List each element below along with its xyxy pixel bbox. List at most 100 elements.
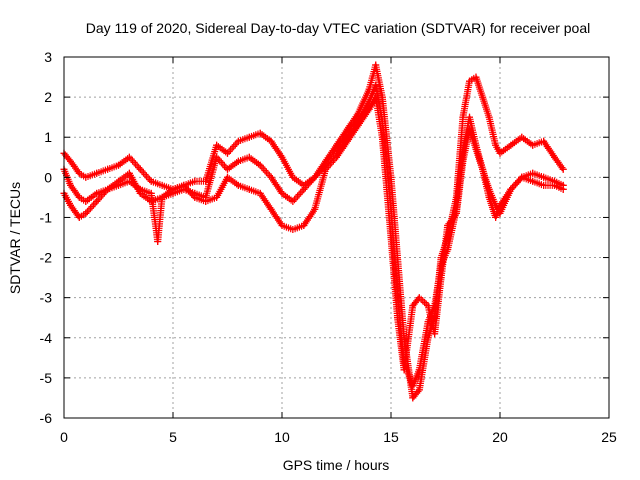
data-point: [278, 153, 286, 161]
data-point: [289, 173, 297, 181]
y-tick-label: 2: [44, 89, 52, 105]
data-point: [136, 185, 144, 193]
data-point: [202, 197, 210, 205]
data-point: [424, 302, 432, 310]
data-point: [540, 181, 548, 189]
data-point: [154, 238, 162, 245]
data-point: [158, 181, 166, 189]
data-point: [202, 177, 210, 185]
data-point: [415, 386, 423, 394]
data-point: [93, 169, 101, 177]
data-point: [431, 330, 439, 338]
data-point: [311, 173, 319, 181]
data-point: [378, 93, 386, 101]
data-point: [256, 161, 264, 169]
data-point: [224, 149, 231, 157]
data-point: [466, 113, 473, 121]
x-axis-label: GPS time / hours: [283, 457, 390, 473]
data-point: [507, 185, 515, 193]
y-tick-label: -5: [40, 370, 53, 386]
data-point: [245, 153, 253, 161]
data-point: [559, 185, 567, 193]
data-point: [311, 205, 319, 213]
data-point: [115, 161, 122, 169]
y-tick-label: -4: [40, 330, 53, 346]
data-point: [437, 274, 445, 282]
data-point: [169, 185, 177, 193]
data-point: [93, 197, 101, 205]
data-point: [300, 222, 308, 229]
y-tick-label: 3: [44, 49, 52, 65]
y-tick-label: 0: [44, 169, 52, 185]
data-point: [492, 213, 500, 221]
data-point: [267, 137, 275, 145]
data-point: [333, 141, 340, 149]
data-point: [278, 222, 286, 229]
x-tick-label: 10: [274, 429, 290, 445]
data-point: [424, 318, 432, 326]
data-point: [540, 137, 548, 145]
data-point: [479, 165, 487, 173]
data-point: [529, 169, 537, 177]
data-point: [82, 173, 90, 181]
data-point: [485, 193, 493, 201]
data-point: [365, 105, 373, 113]
data-point: [191, 177, 199, 185]
data-point: [234, 157, 242, 165]
data-point: [372, 81, 380, 89]
data-point: [289, 226, 297, 233]
data-point: [472, 73, 480, 81]
data-point: [559, 165, 567, 173]
data-point: [529, 141, 537, 149]
axis-ticks: 0 5 10 15 20 25 -6 -5 -4 -3 -2 -1 0 1 2 3: [40, 49, 617, 445]
data-point: [343, 137, 351, 145]
data-point: [82, 209, 90, 217]
data-point: [104, 165, 112, 173]
data-point: [518, 173, 526, 181]
x-tick-label: 25: [601, 429, 617, 445]
data-point: [387, 234, 395, 241]
data-point: [466, 77, 473, 85]
data-point: [234, 137, 242, 145]
data-point: [104, 185, 112, 193]
y-tick-label: -3: [40, 290, 53, 306]
y-tick-label: -6: [40, 410, 53, 426]
data-point: [466, 125, 473, 133]
data-point: [415, 366, 423, 374]
data-point: [67, 201, 74, 209]
data-point: [224, 165, 231, 173]
data-point: [343, 125, 351, 133]
data-point: [518, 133, 526, 141]
data-point: [372, 61, 380, 69]
data-point: [459, 157, 467, 165]
data-point: [75, 193, 83, 201]
data-point: [125, 169, 133, 177]
data-point: [75, 169, 83, 177]
data-point: [256, 189, 264, 197]
data-point: [409, 382, 417, 390]
data-point: [479, 93, 487, 101]
x-tick-label: 0: [60, 429, 68, 445]
data-point: [372, 93, 380, 101]
data-point: [125, 177, 133, 185]
plot-frame: [63, 56, 610, 419]
data-point: [551, 181, 558, 189]
data-point: [67, 181, 74, 189]
data-point: [278, 189, 286, 197]
data-point: [267, 173, 275, 181]
data-point: [459, 113, 467, 121]
data-point: [82, 197, 90, 205]
y-tick-label: -1: [40, 209, 53, 225]
data-point: [322, 165, 330, 173]
data-point: [289, 197, 297, 205]
x-tick-label: 20: [492, 429, 508, 445]
data-point: [300, 185, 308, 193]
data-point: [529, 177, 537, 185]
data-point: [115, 181, 122, 189]
x-tick-label: 5: [169, 429, 177, 445]
data-point: [496, 201, 504, 209]
data-point: [444, 222, 452, 229]
data-point: [415, 294, 423, 302]
